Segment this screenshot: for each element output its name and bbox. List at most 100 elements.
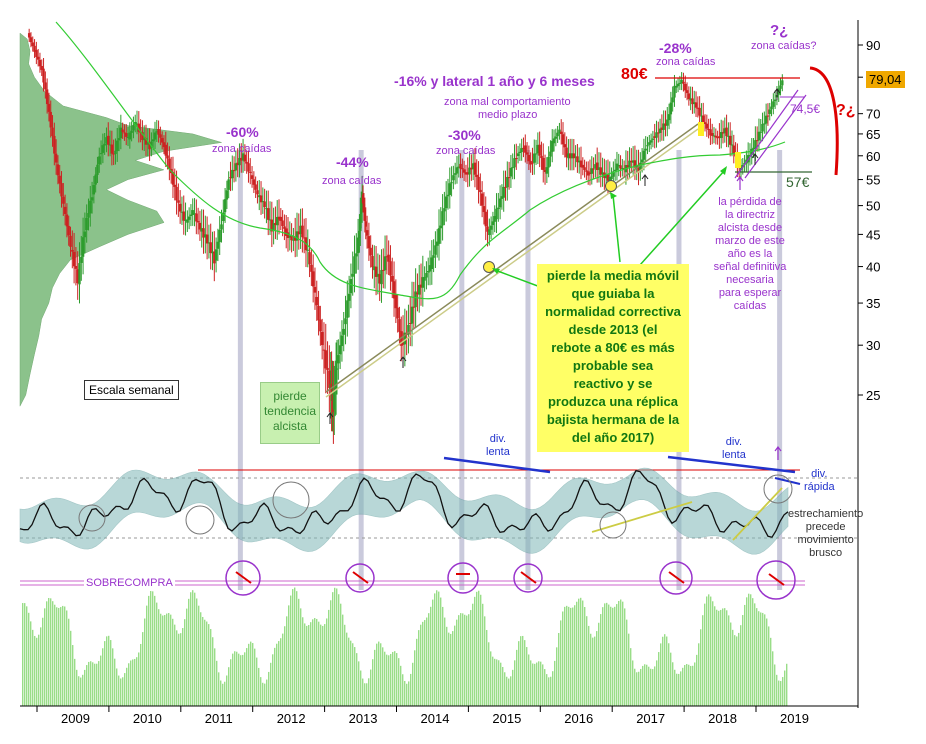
volume-bar xyxy=(666,636,668,706)
volume-bar xyxy=(154,595,156,706)
volume-bar xyxy=(498,660,500,706)
candle-body xyxy=(615,163,619,171)
candle-body xyxy=(637,164,640,173)
volume-bar xyxy=(778,680,780,706)
candle-body xyxy=(468,167,471,175)
volume-bar xyxy=(732,629,734,706)
candle-body xyxy=(520,148,523,153)
candle-body xyxy=(288,235,292,238)
volume-bar xyxy=(516,649,518,706)
candle-body xyxy=(383,256,387,271)
volume-bar xyxy=(238,653,240,706)
volume-bar xyxy=(698,643,700,706)
volume-bar xyxy=(204,619,206,706)
volume-bar xyxy=(354,647,356,706)
volume-bar xyxy=(452,631,454,706)
candle-body xyxy=(38,59,42,67)
candle-body xyxy=(385,256,389,258)
candle-body xyxy=(240,157,243,161)
candle-body xyxy=(685,90,689,94)
volume-bar xyxy=(744,604,746,706)
volume-bar xyxy=(692,665,694,706)
volume-bar xyxy=(260,677,262,706)
candle-body xyxy=(507,177,511,179)
candle-body xyxy=(231,169,234,179)
volume-bar xyxy=(288,605,290,706)
candle-body xyxy=(502,186,505,198)
volume-bar xyxy=(492,656,494,706)
candle-body xyxy=(457,166,460,168)
volume-bar xyxy=(52,601,54,706)
overbought-slash xyxy=(352,571,369,584)
volume-bar xyxy=(504,672,506,706)
candle-body xyxy=(306,249,309,251)
volume-bar xyxy=(90,661,92,706)
y-tick-label: 70 xyxy=(866,107,880,122)
volume-bar xyxy=(216,660,218,706)
candle-body xyxy=(748,155,752,157)
candle-body xyxy=(565,147,568,158)
volume-bar xyxy=(500,662,502,706)
volume-bar xyxy=(406,683,408,706)
candle-body xyxy=(78,263,81,285)
volume-bar xyxy=(770,637,772,706)
volume-bar xyxy=(476,591,478,706)
volume-bar xyxy=(92,662,94,706)
candle-body xyxy=(398,319,401,332)
volume-bar xyxy=(188,598,190,706)
oscillator-circle xyxy=(185,505,215,535)
candle-body xyxy=(506,176,509,188)
highlight-bar xyxy=(237,150,243,590)
volume-bar xyxy=(134,658,136,706)
candle-body xyxy=(556,132,559,137)
candle-body xyxy=(209,242,212,254)
volume-bar xyxy=(276,643,278,706)
volume-bar xyxy=(782,677,784,706)
y-tick-label: 40 xyxy=(866,260,880,275)
volume-bar xyxy=(554,660,556,706)
volume-bar xyxy=(364,683,366,706)
candle-body xyxy=(585,170,588,172)
volume-bar xyxy=(454,625,456,706)
candle-body xyxy=(389,261,392,276)
volume-bar xyxy=(480,594,482,706)
candle-body xyxy=(387,254,390,262)
candle-body xyxy=(53,135,56,154)
candle-body xyxy=(229,177,232,179)
candle-body xyxy=(601,172,604,175)
candle-body xyxy=(317,305,320,321)
volume-bar xyxy=(142,632,144,706)
candle-body xyxy=(705,123,709,129)
oscillator-panel xyxy=(19,455,858,555)
volume-bar xyxy=(484,616,486,706)
candle-body xyxy=(500,196,504,199)
candle-body xyxy=(711,133,714,136)
candle-body xyxy=(671,97,674,103)
volume-bar xyxy=(380,643,382,706)
volume-bar xyxy=(342,614,344,706)
volume-bar xyxy=(716,609,718,706)
candle-body xyxy=(132,124,135,131)
candle-body xyxy=(274,222,277,225)
volume-bar xyxy=(138,652,140,706)
volume-bar xyxy=(152,591,154,706)
highlight-bar xyxy=(358,150,364,590)
candle-body xyxy=(351,273,354,277)
candle-body xyxy=(423,276,426,281)
candle-body xyxy=(470,167,473,170)
volume-bar xyxy=(734,635,736,706)
purple-arrows xyxy=(736,176,782,460)
volume-bar xyxy=(450,633,452,706)
candle-body xyxy=(554,136,558,139)
candle-body xyxy=(191,210,194,216)
volume-bar xyxy=(694,662,696,706)
candle-body xyxy=(561,134,565,145)
candle-body xyxy=(660,127,664,130)
volume-bar xyxy=(274,647,276,706)
candle-body xyxy=(448,183,451,195)
volume-bar xyxy=(548,677,550,706)
volume-bar xyxy=(140,643,142,706)
volume-bar xyxy=(594,636,596,706)
moving-average-line xyxy=(55,21,786,300)
candle-body xyxy=(94,174,97,185)
